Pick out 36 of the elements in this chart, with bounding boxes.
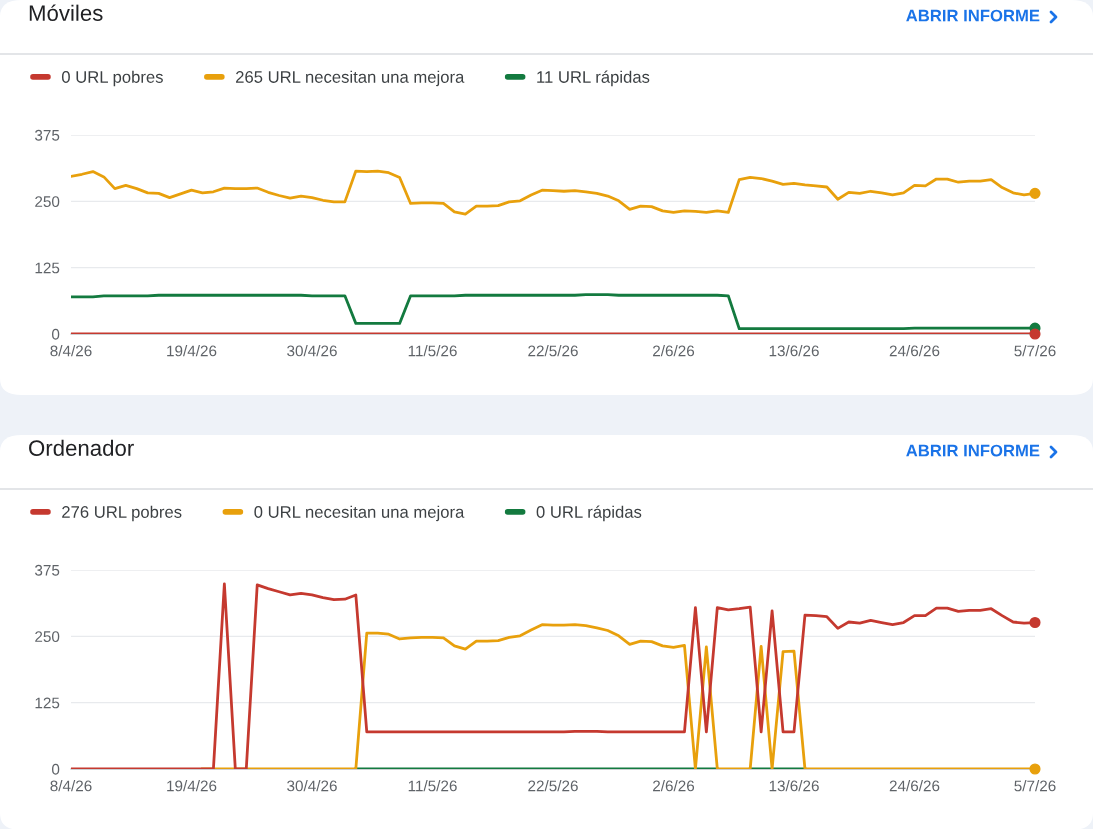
x-tick-label: 24/6/26 (889, 345, 940, 357)
chart-title: Móviles (29, 4, 103, 21)
x-tick-label: 19/4/26 (167, 345, 217, 357)
legend-label: 0 URL rápidas (536, 505, 642, 522)
x-tick-label: 8/4/26 (50, 345, 92, 357)
x-tick-label: 2/6/26 (653, 780, 695, 792)
legend-label: 0 URL necesitan una mejora (254, 505, 465, 522)
x-tick-label: 19/4/26 (167, 780, 217, 792)
x-tick-label: 8/4/26 (50, 780, 92, 792)
x-tick-label: 30/4/26 (287, 345, 337, 357)
x-tick-label: 11/5/26 (408, 345, 457, 357)
y-tick-label: 0 (51, 328, 60, 340)
x-tick-label: 30/4/26 (287, 780, 337, 792)
chart-title: Ordenador (29, 439, 134, 456)
y-tick-label: 125 (35, 697, 60, 709)
x-tick-label: 22/5/26 (528, 780, 578, 792)
legend-label: 265 URL necesitan una mejora (236, 70, 465, 87)
x-tick-label: 13/6/26 (769, 780, 819, 792)
legend-label: 11 URL rápidas (537, 70, 650, 87)
legend-label: 276 URL pobres (62, 505, 182, 522)
y-tick-label: 375 (34, 564, 60, 576)
x-tick-label: 5/7/26 (1014, 345, 1056, 357)
y-tick-label: 250 (35, 631, 60, 643)
x-tick-label: 13/6/26 (769, 345, 819, 357)
y-tick-label: 125 (35, 262, 60, 274)
x-tick-label: 2/6/26 (653, 345, 695, 357)
x-tick-label: 11/5/26 (408, 780, 457, 792)
y-tick-label: 375 (34, 129, 60, 141)
y-tick-label: 250 (35, 196, 60, 208)
legend-label: 0 URL pobres (61, 70, 163, 87)
text: ABRIR INFORME (906, 9, 1040, 22)
x-tick-label: 5/7/26 (1014, 780, 1056, 792)
x-tick-label: 24/6/26 (889, 780, 940, 792)
x-tick-label: 22/5/26 (528, 345, 578, 357)
text: ABRIR INFORME (906, 444, 1040, 457)
y-tick-label: 0 (51, 763, 60, 775)
